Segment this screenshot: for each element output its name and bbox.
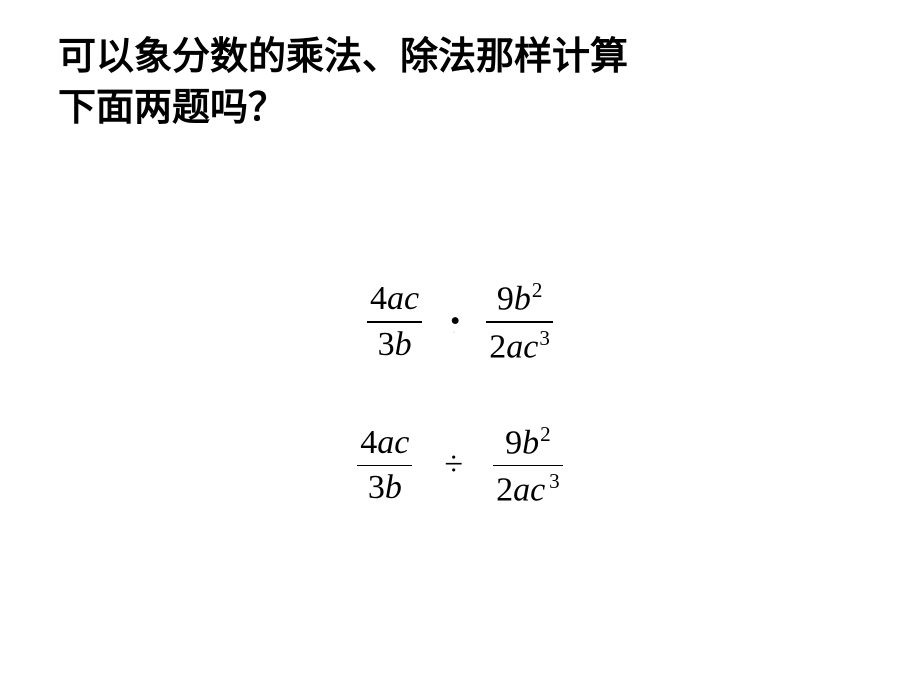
numerator: 4ac: [357, 424, 412, 462]
vars: b: [385, 469, 402, 506]
divide-icon: ÷: [444, 446, 463, 484]
coeff: 9: [497, 280, 514, 317]
fraction-right-2: 9b2 2ac3: [493, 422, 563, 510]
vars: ac: [506, 328, 538, 365]
exponent: 2: [540, 422, 551, 446]
vars: ac: [513, 471, 545, 508]
coeff: 4: [370, 280, 387, 317]
fraction-left-1: 4ac 3b: [367, 280, 422, 363]
fraction-bar: [367, 321, 422, 323]
vars: ac: [377, 424, 409, 461]
numerator: 9b2: [494, 278, 546, 318]
coeff: 2: [496, 471, 513, 508]
coeff: 3: [378, 326, 395, 363]
coeff: 4: [360, 424, 377, 461]
denominator: 2ac3: [493, 469, 563, 509]
numerator: 9b2: [502, 422, 554, 462]
coeff: 9: [505, 424, 522, 461]
fraction-bar: [357, 465, 412, 467]
vars: b: [395, 326, 412, 363]
exponent: 3: [539, 326, 550, 350]
fraction-bar: [493, 465, 563, 467]
fraction-right-1: 9b2 2ac3: [486, 278, 553, 366]
slide-heading: 可以象分数的乘法、除法那样计算 下面两题吗？: [58, 32, 840, 135]
vars: b: [522, 424, 539, 461]
fraction-bar: [486, 321, 553, 323]
equations-area: 4ac 3b • 9b2 2ac3 4ac 3b: [0, 278, 920, 509]
denominator: 2ac3: [486, 326, 553, 366]
denominator: 3b: [365, 469, 405, 507]
fraction-left-2: 4ac 3b: [357, 424, 412, 507]
equation-row-2: 4ac 3b ÷ 9b2 2ac3: [357, 422, 562, 510]
denominator: 3b: [375, 326, 415, 364]
multiply-dot-icon: •: [450, 305, 460, 338]
heading-line-1: 可以象分数的乘法、除法那样计算: [58, 36, 628, 78]
coeff: 3: [368, 469, 385, 506]
heading-line-2: 下面两题吗？: [58, 87, 286, 129]
vars: b: [514, 280, 531, 317]
vars: ac: [387, 280, 419, 317]
equation-row-1: 4ac 3b • 9b2 2ac3: [367, 278, 553, 366]
numerator: 4ac: [367, 280, 422, 318]
coeff: 2: [489, 328, 506, 365]
exponent: 2: [532, 278, 543, 302]
exponent: 3: [549, 469, 560, 493]
